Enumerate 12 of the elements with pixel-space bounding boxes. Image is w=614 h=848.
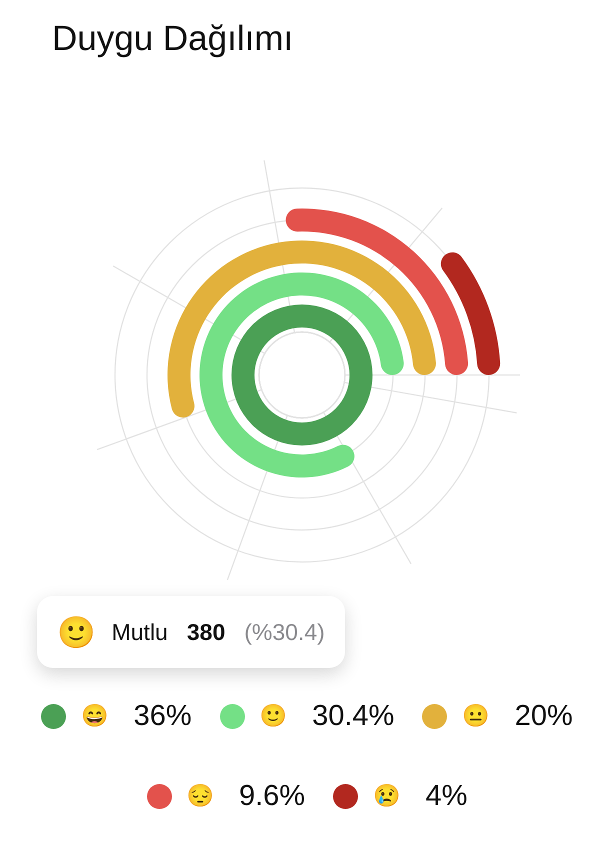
data-label: 20% bbox=[514, 699, 573, 734]
category-label: 😢 bbox=[373, 782, 400, 810]
data-label: 36% bbox=[134, 699, 192, 734]
tooltip-card: 🙂 Mutlu 380 (%30.4) bbox=[37, 596, 345, 668]
data-label: 9.6% bbox=[238, 779, 306, 814]
data-label: 30.4% bbox=[312, 699, 394, 734]
text: Duygu Dağılımı bbox=[52, 19, 294, 58]
data-label: 4% bbox=[426, 779, 468, 814]
category-label: 😔 bbox=[186, 782, 214, 810]
category-label: 😐 bbox=[462, 702, 490, 730]
category-label: 🙂 bbox=[260, 702, 288, 730]
category-label: 😄 bbox=[81, 702, 109, 730]
